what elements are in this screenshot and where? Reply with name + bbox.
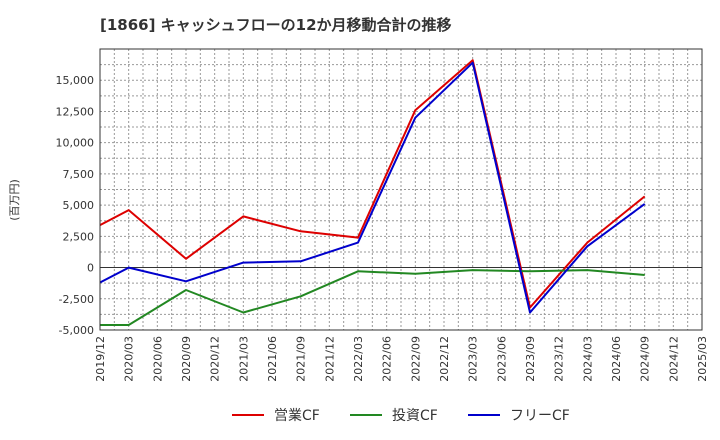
x-tick-label: 2022/03 <box>352 336 365 382</box>
legend-label: フリーCF <box>510 408 570 424</box>
x-tick-label: 2023/09 <box>524 336 537 382</box>
y-tick-label: 7,500 <box>63 168 95 181</box>
series-lines <box>99 59 646 326</box>
series-line <box>99 61 646 314</box>
y-axis-label: (百万円) <box>8 179 21 221</box>
x-tick-label: 2022/09 <box>409 336 422 382</box>
y-tick-label: 12,500 <box>56 105 95 118</box>
x-tick-label: 2020/06 <box>151 336 164 382</box>
x-tick-label: 2020/12 <box>209 336 222 382</box>
x-tick-label: 2021/03 <box>237 336 250 382</box>
legend: 営業CF 投資CF フリーCF <box>232 408 570 424</box>
legend-label: 営業CF <box>274 408 320 424</box>
x-tick-label: 2023/06 <box>495 336 508 382</box>
x-tick-label: 2022/06 <box>381 336 394 382</box>
x-tick-label: 2024/12 <box>667 336 680 382</box>
y-tick-label: -2,500 <box>59 293 94 306</box>
x-tick-label: 2023/12 <box>553 336 566 382</box>
series-line <box>100 269 645 326</box>
x-tick-label: 2023/03 <box>467 336 480 382</box>
y-tick-label: 10,000 <box>56 137 95 150</box>
y-tick-label: 5,000 <box>63 199 95 212</box>
x-tick-label: 2025/03 <box>696 336 709 382</box>
x-tick-label: 2021/06 <box>266 336 279 382</box>
x-tick-label: 2024/06 <box>610 336 623 382</box>
y-tick-label: -5,000 <box>59 324 94 337</box>
x-tick-label: 2024/03 <box>581 336 594 382</box>
x-axis-ticks: 2019/12 2020/03 2020/06 2020/09 2020/12 2021/… <box>94 336 709 382</box>
x-tick-label: 2021/09 <box>295 336 308 382</box>
x-tick-label: 2019/12 <box>94 336 107 382</box>
y-tick-label: 0 <box>87 262 94 275</box>
y-tick-label: 2,500 <box>63 230 95 243</box>
x-tick-label: 2021/12 <box>323 336 336 382</box>
x-tick-label: 2020/09 <box>180 336 193 382</box>
y-axis-ticks: -5,000 -2,500 0 2,500 5,000 7,500 10,000 12,500… <box>56 74 95 337</box>
x-tick-label: 2022/12 <box>438 336 451 382</box>
legend-label: 投資CF <box>392 408 438 424</box>
plot-frame <box>99 48 703 331</box>
chart-title: [1866] キャッシュフローの12か月移動合計の推移 <box>100 16 452 34</box>
x-tick-label: 2020/03 <box>123 336 136 382</box>
x-tick-label: 2024/09 <box>639 336 652 382</box>
series-line <box>99 59 646 309</box>
y-tick-label: 15,000 <box>56 74 95 87</box>
plot-border <box>99 48 703 331</box>
